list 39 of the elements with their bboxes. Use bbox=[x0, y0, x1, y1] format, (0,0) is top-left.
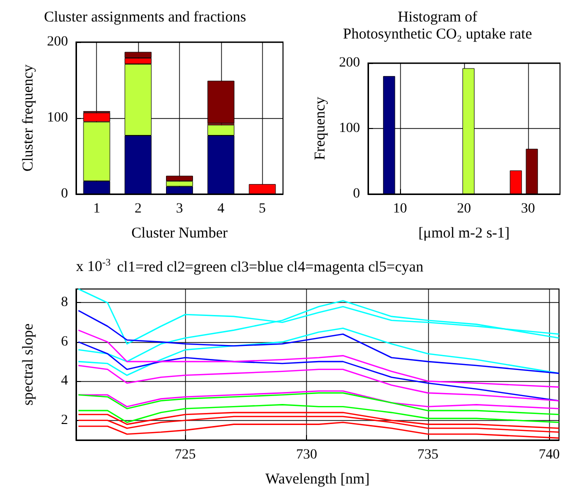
line-series bbox=[78, 364, 560, 402]
y-tick-label: 100 bbox=[47, 110, 68, 126]
line-series bbox=[78, 330, 560, 388]
y-axis-title: Frequency bbox=[312, 96, 328, 160]
line-series bbox=[78, 404, 560, 423]
x-tick-label: 20 bbox=[457, 202, 471, 216]
x-tick-label: 1 bbox=[93, 202, 100, 216]
y-axis-title: spectral slope bbox=[20, 323, 36, 406]
x-axis-title: [μmol m-2 s-1] bbox=[418, 226, 510, 242]
line-series bbox=[78, 310, 560, 374]
y-tick-label: 6 bbox=[61, 334, 68, 350]
x-tick-label: 10 bbox=[393, 202, 407, 216]
x-tick-label: 730 bbox=[296, 448, 318, 462]
x-tick-label: 740 bbox=[538, 448, 560, 462]
y-tick-label: 2 bbox=[61, 412, 68, 428]
x-tick-label: 2 bbox=[134, 202, 142, 216]
y-tick-label: 100 bbox=[339, 121, 360, 136]
line-series bbox=[78, 392, 560, 416]
x-axis-title: Cluster Number bbox=[131, 226, 228, 242]
chart-title: Cluster assignments and fractions bbox=[44, 10, 246, 26]
x-tick-label: 30 bbox=[521, 202, 535, 216]
chart-title: Histogram of Photosynthetic CO₂ uptake rate bbox=[343, 10, 532, 42]
x-axis-title: Wavelength [nm] bbox=[265, 472, 370, 488]
x-tick-label: 725 bbox=[174, 448, 196, 462]
y-tick-label: 0 bbox=[353, 186, 360, 202]
y-tick-label: 0 bbox=[61, 186, 68, 202]
y-tick-label: 200 bbox=[339, 56, 360, 70]
line-series bbox=[78, 390, 560, 410]
chart-title: cl1=red cl2=green cl3=blue cl4=magenta cl5=cyan bbox=[117, 260, 424, 276]
y-tick-label: 200 bbox=[47, 34, 68, 50]
line-series bbox=[78, 412, 560, 429]
x-tick-label: 3 bbox=[176, 202, 183, 216]
x-tick-label: 4 bbox=[217, 202, 224, 216]
y-tick-label: 4 bbox=[61, 374, 68, 389]
x-tick-label: 5 bbox=[258, 202, 266, 216]
line-series bbox=[78, 416, 560, 433]
y-axis-title: Cluster frequency bbox=[20, 64, 36, 172]
y-tick-label: 8 bbox=[61, 295, 68, 310]
x-tick-label: 735 bbox=[417, 448, 438, 462]
